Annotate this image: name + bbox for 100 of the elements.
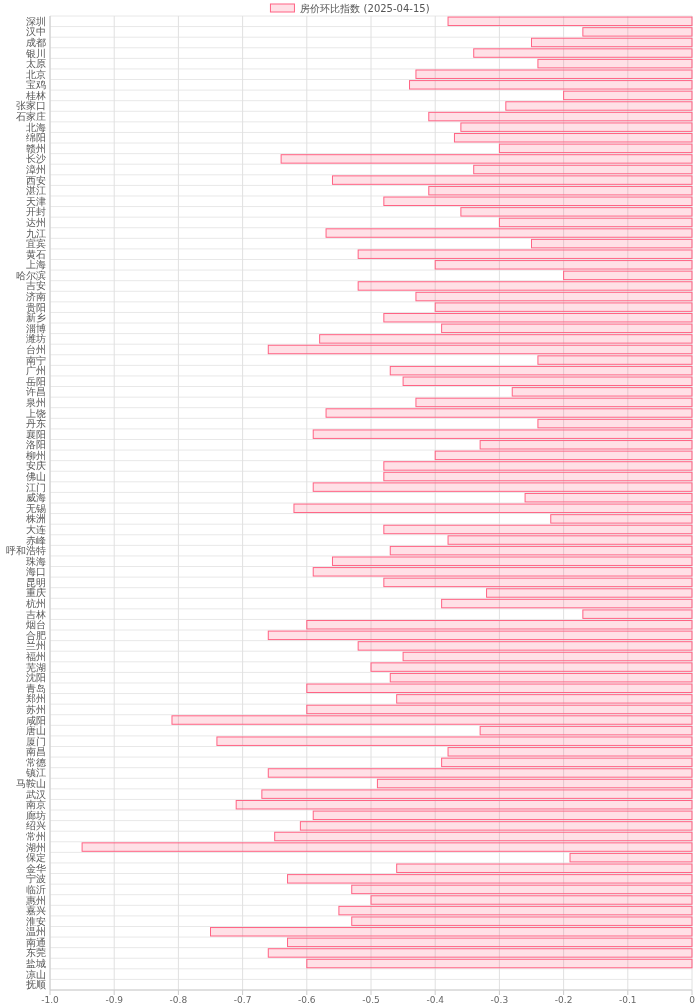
y-tick-label: 广州 <box>26 365 46 377</box>
y-tick-label: 青岛 <box>26 682 46 694</box>
y-tick-label: 上饶 <box>26 407 46 419</box>
y-tick-label: 深圳 <box>26 15 46 27</box>
y-tick-label: 达州 <box>26 216 46 228</box>
y-tick-label: 厦门 <box>26 735 46 747</box>
x-tick-label: -0.6 <box>298 995 316 1005</box>
y-tick-label: 襄阳 <box>26 428 46 440</box>
y-tick-label: 温州 <box>26 926 46 938</box>
y-tick-label: 南通 <box>26 936 46 948</box>
y-tick-label: 株洲 <box>25 513 46 525</box>
y-tick-label: 长沙 <box>26 153 46 165</box>
y-tick-label: 湖州 <box>26 841 46 853</box>
y-tick-label: 哈尔滨 <box>16 269 46 281</box>
y-tick-label: 惠州 <box>25 894 46 906</box>
x-tick-label: -0.9 <box>105 995 124 1005</box>
y-tick-label: 马鞍山 <box>16 778 46 790</box>
y-tick-label: 金华 <box>26 862 46 874</box>
y-tick-label: 郑州 <box>26 693 46 705</box>
y-tick-label: 廊坊 <box>26 809 46 821</box>
x-tick-label: -0.7 <box>233 995 252 1005</box>
y-tick-label: 黄石 <box>26 248 46 260</box>
x-tick-label: -0.2 <box>554 995 573 1005</box>
y-tick-label: 嘉兴 <box>26 905 46 917</box>
y-tick-label: 沈阳 <box>26 672 46 684</box>
y-tick-label: 福州 <box>26 651 46 663</box>
y-tick-label: 银川 <box>25 47 46 59</box>
y-tick-label: 南昌 <box>26 746 46 758</box>
y-tick-label: 九江 <box>26 227 46 239</box>
y-tick-label: 太原 <box>26 58 46 70</box>
y-tick-label: 岳阳 <box>26 375 46 387</box>
y-tick-label: 成都 <box>26 36 46 48</box>
y-tick-label: 新乡 <box>26 312 46 324</box>
y-tick-label: 大连 <box>26 523 46 535</box>
y-tick-label: 武汉 <box>26 788 46 800</box>
y-tick-label: 西安 <box>26 174 46 186</box>
y-tick-label: 抚顺 <box>25 979 46 991</box>
y-tick-label: 杭州 <box>25 598 46 610</box>
x-tick-label: -0.4 <box>426 995 445 1005</box>
y-tick-label: 咸阳 <box>26 714 46 726</box>
y-tick-label: 镇江 <box>25 767 46 779</box>
y-tick-label: 湛江 <box>26 185 46 197</box>
y-tick-label: 威海 <box>26 492 46 504</box>
y-tick-label: 北海 <box>26 121 46 133</box>
y-tick-label: 台州 <box>26 343 46 355</box>
y-tick-label: 张家口 <box>16 100 46 112</box>
y-tick-label: 洛阳 <box>26 439 46 451</box>
y-tick-label: 兰州 <box>26 640 46 652</box>
y-tick-label: 江门 <box>26 481 46 493</box>
y-tick-label: 淄博 <box>26 322 46 334</box>
y-tick-label: 常德 <box>26 756 46 768</box>
y-tick-label: 丹东 <box>26 418 46 430</box>
y-tick-label: 贵阳 <box>26 301 46 313</box>
y-tick-label: 烟台 <box>26 619 46 631</box>
y-tick-label: 安庆 <box>26 460 46 472</box>
y-tick-label: 临沂 <box>26 883 46 895</box>
y-tick-label: 佛山 <box>26 471 46 483</box>
y-tick-label: 南宁 <box>26 354 46 366</box>
y-tick-label: 昆明 <box>26 576 46 588</box>
y-tick-label: 海口 <box>26 566 46 578</box>
y-tick-label: 天津 <box>26 195 46 207</box>
y-tick-label: 唐山 <box>26 725 46 737</box>
y-tick-label: 潍坊 <box>26 333 46 345</box>
y-tick-label: 宜宾 <box>26 238 46 250</box>
x-tick-label: -0.3 <box>490 995 509 1005</box>
y-tick-label: 石家庄 <box>16 111 46 123</box>
y-tick-label: 绵阳 <box>26 132 46 144</box>
y-tick-label: 上海 <box>26 259 46 271</box>
x-tick-label: -0.1 <box>619 995 637 1005</box>
y-tick-label: 保定 <box>26 852 46 864</box>
legend-label: 房价环比指数 (2025-04-15) <box>300 2 430 14</box>
y-tick-label: 南京 <box>26 799 46 811</box>
y-tick-label: 北京 <box>26 68 46 80</box>
y-tick-label: 吉安 <box>26 280 46 292</box>
y-tick-label: 无锡 <box>26 502 46 514</box>
y-tick-label: 宁波 <box>26 873 46 885</box>
y-tick-label: 泉州 <box>26 396 46 408</box>
y-tick-label: 盐城 <box>26 958 46 970</box>
y-tick-label: 漳州 <box>26 164 46 176</box>
y-tick-label: 许昌 <box>26 386 46 398</box>
y-tick-label: 济南 <box>26 291 46 303</box>
y-tick-label: 淮安 <box>26 915 46 927</box>
y-tick-label: 凉山 <box>26 968 46 980</box>
y-tick-label: 柳州 <box>26 449 46 461</box>
y-tick-label: 开封 <box>26 206 46 218</box>
x-tick-label: -0.5 <box>362 995 380 1005</box>
y-tick-label: 汉中 <box>26 26 46 38</box>
y-tick-label: 芜湖 <box>26 661 46 673</box>
x-tick-label: 0 <box>689 995 696 1005</box>
y-tick-label: 呼和浩特 <box>6 545 46 557</box>
y-tick-label: 桂林 <box>25 89 46 101</box>
y-tick-label: 重庆 <box>26 587 46 599</box>
x-tick-label: -0.8 <box>169 995 188 1005</box>
y-tick-label: 赤峰 <box>26 534 46 546</box>
y-tick-label: 绍兴 <box>26 820 46 832</box>
y-tick-label: 吉林 <box>26 608 46 620</box>
y-tick-label: 苏州 <box>26 703 46 715</box>
y-tick-label: 珠海 <box>26 555 46 567</box>
y-tick-label: 东莞 <box>26 947 46 959</box>
y-tick-label: 赣州 <box>26 142 46 154</box>
